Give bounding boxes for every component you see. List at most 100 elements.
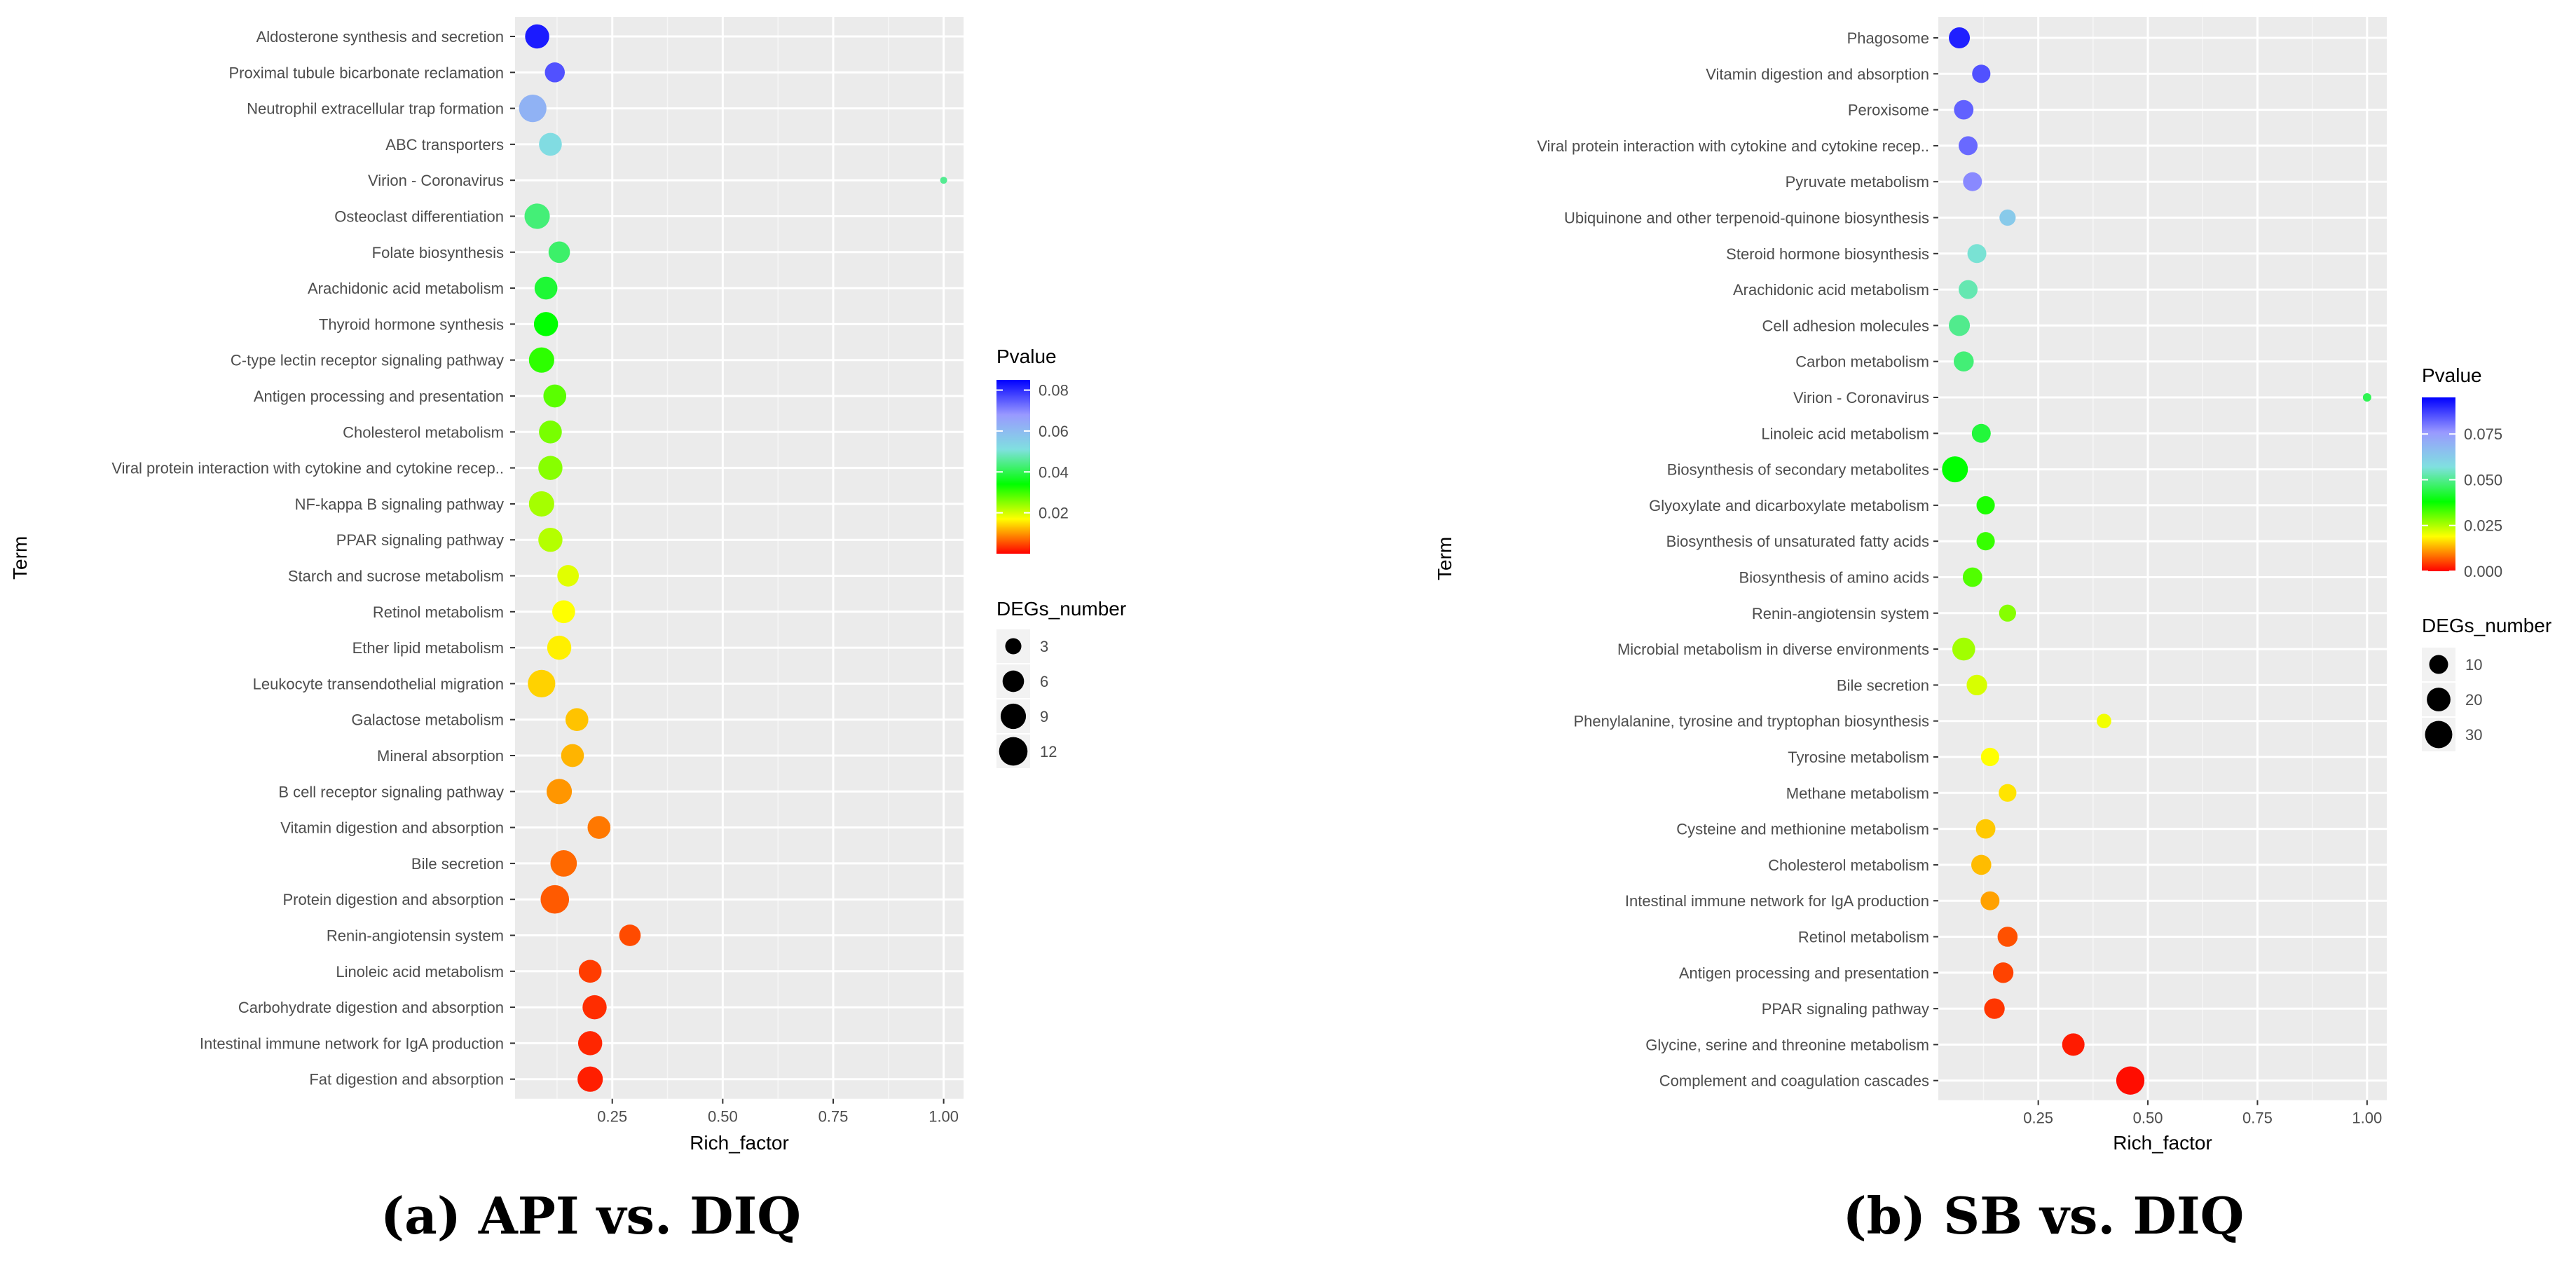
size-legend-dot	[999, 737, 1028, 766]
colorbar-tick-label: 0.08	[1039, 382, 1069, 400]
data-point	[539, 420, 562, 444]
data-point	[528, 491, 554, 517]
y-tick-label: PPAR signaling pathway	[1762, 1000, 1929, 1018]
data-point	[519, 94, 547, 123]
data-point	[1976, 532, 1995, 551]
y-tick-label: Cysteine and methionine metabolism	[1676, 821, 1929, 838]
data-point	[1962, 567, 1982, 587]
y-tick-label: NF-kappa B signaling pathway	[295, 496, 504, 513]
y-tick-label: Arachidonic acid metabolism	[308, 280, 504, 297]
y-tick-label: Vitamin digestion and absorption	[1706, 65, 1929, 83]
colorbar-tick-label: 0.000	[2464, 563, 2502, 580]
x-tick-label: 0.25	[2023, 1110, 2053, 1127]
data-point	[577, 1031, 603, 1056]
data-point	[540, 885, 570, 914]
size-legend-label: 3	[1040, 638, 1048, 655]
data-point	[1976, 496, 1995, 514]
data-point	[578, 960, 602, 983]
data-point	[547, 635, 572, 660]
y-tick-label: ABC transporters	[385, 136, 504, 153]
data-point	[587, 816, 611, 839]
y-tick-label: Microbial metabolism in diverse environm…	[1617, 641, 1929, 658]
data-point	[2116, 1066, 2145, 1095]
color-legend-title: Pvalue	[2422, 364, 2482, 386]
data-point	[538, 527, 563, 552]
data-point	[1942, 456, 1968, 483]
data-point	[543, 384, 567, 408]
data-point	[539, 132, 562, 156]
y-tick-label: Retinol metabolism	[373, 603, 504, 621]
x-tick-label: 1.00	[2352, 1110, 2382, 1127]
y-tick-label: Linoleic acid metabolism	[1761, 425, 1929, 442]
y-tick-label: Cell adhesion molecules	[1762, 317, 1929, 334]
data-point	[1975, 819, 1996, 839]
data-point	[557, 565, 579, 587]
y-tick-label: Ubiquinone and other terpenoid-quinone b…	[1564, 210, 1929, 227]
y-tick-label: Vitamin digestion and absorption	[280, 819, 504, 837]
y-tick-label: Biosynthesis of unsaturated fatty acids	[1666, 533, 1929, 550]
panel-caption: (a) API vs. DIQ	[381, 1186, 801, 1245]
data-point	[528, 669, 556, 698]
size-legend-label: 12	[1040, 743, 1057, 760]
size-legend-title: DEGs_number	[2422, 615, 2551, 636]
y-tick-label: Antigen processing and presentation	[1679, 964, 1929, 982]
y-tick-label: Carbohydrate digestion and absorption	[238, 999, 504, 1016]
data-point	[1949, 315, 1971, 336]
y-tick-label: Biosynthesis of amino acids	[1739, 569, 1929, 587]
chart-panel-b: Phagosome Vitamin digestion and absorptio…	[1434, 17, 2551, 1245]
y-tick-label: Bile secretion	[1837, 676, 1929, 694]
data-point	[2062, 1033, 2085, 1056]
y-tick-label: Pyruvate metabolism	[1786, 173, 1929, 191]
size-legend-label: 30	[2465, 726, 2482, 744]
y-tick-label: Renin-angiotensin system	[1752, 605, 1929, 622]
data-point	[524, 203, 550, 229]
y-tick-label: Phagosome	[1847, 29, 1929, 47]
data-point	[552, 600, 575, 624]
data-point	[940, 177, 947, 184]
size-legend-dot	[1000, 703, 1027, 730]
x-axis-title: Rich_factor	[2113, 1132, 2212, 1154]
data-point	[1959, 136, 1978, 156]
data-point	[528, 347, 554, 373]
x-axis-title: Rich_factor	[690, 1132, 789, 1154]
data-point	[1984, 998, 2005, 1019]
y-tick-label: Methane metabolism	[1786, 784, 1929, 802]
data-point	[1953, 351, 1974, 371]
colorbar-tick-label: 0.02	[1039, 505, 1069, 522]
data-point	[577, 1066, 603, 1092]
size-legend-title: DEGs_number	[996, 598, 1126, 620]
x-tick-label: 0.75	[818, 1108, 849, 1126]
data-point	[1997, 927, 2018, 947]
size-legend-label: 9	[1040, 708, 1048, 725]
y-tick-label: Fat digestion and absorption	[309, 1071, 504, 1088]
y-tick-label: Viral protein interaction with cytokine …	[111, 460, 504, 477]
y-tick-label: Protein digestion and absorption	[282, 891, 504, 908]
x-tick-label: 0.50	[708, 1108, 738, 1126]
data-point	[1952, 637, 1975, 661]
data-point	[2362, 393, 2371, 402]
data-point	[1949, 27, 1971, 49]
colorbar	[2422, 397, 2455, 571]
y-tick-label: Leukocyte transendothelial migration	[253, 675, 504, 692]
color-legend-title: Pvalue	[996, 346, 1057, 367]
y-tick-label: Galactose metabolism	[351, 711, 504, 729]
y-tick-label: PPAR signaling pathway	[336, 531, 504, 549]
y-tick-label: Tyrosine metabolism	[1788, 749, 1929, 766]
colorbar-tick-label: 0.06	[1039, 423, 1069, 440]
size-legend-dot	[1005, 638, 1022, 655]
data-point	[561, 744, 584, 767]
data-point	[582, 995, 607, 1020]
size-legend-label: 6	[1040, 673, 1048, 690]
y-tick-label: Linoleic acid metabolism	[336, 963, 504, 981]
y-tick-label: Proximal tubule bicarbonate reclamation	[228, 64, 504, 81]
x-tick-label: 0.25	[597, 1108, 627, 1126]
colorbar-tick-label: 0.050	[2464, 471, 2502, 489]
chart-panel-a: Aldosterone synthesis and secretion Proxi…	[9, 17, 1126, 1245]
colorbar-tick-label: 0.04	[1039, 463, 1069, 481]
data-point	[619, 924, 641, 946]
y-tick-label: Starch and sucrose metabolism	[288, 568, 504, 585]
x-tick-label: 1.00	[929, 1108, 959, 1126]
x-tick-label: 0.50	[2133, 1110, 2163, 1127]
y-tick-label: Cholesterol metabolism	[343, 423, 504, 441]
